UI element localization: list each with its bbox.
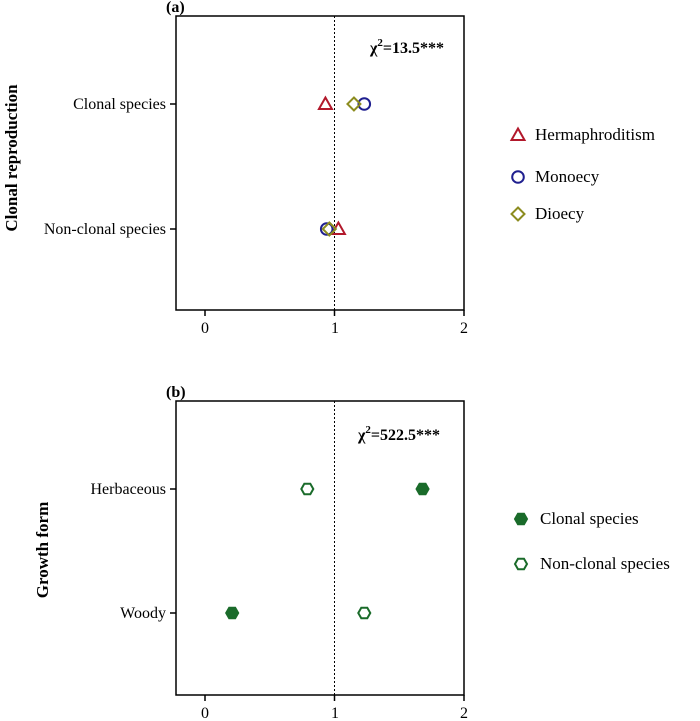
legend-label-hermaphroditism: Hermaphroditism <box>535 125 655 144</box>
panel-a-x-tick-label-1: 1 <box>331 320 339 337</box>
panel-b-category-label-herbaceous: Herbaceous <box>90 481 166 498</box>
panel-b-x-tick-label-1: 1 <box>331 705 339 721</box>
panel-b-label: (b) <box>166 384 186 401</box>
panel-b-chi-square-annotation: χ2=522.5*** <box>357 424 440 444</box>
panel-a-legend: Hermaphroditism Monoecy Dioecy <box>535 125 655 223</box>
panel-a-category-label-non-clonal: Non-clonal species <box>44 221 166 238</box>
legend-marker-dioecy <box>510 206 526 222</box>
panel-b-plot-frame <box>175 400 465 696</box>
panel-a-point-monoecy-non-clonal-species <box>319 222 334 236</box>
panel-a-point-dioecy-clonal-species <box>346 96 362 112</box>
panel-b-category-label-woody: Woody <box>120 605 166 622</box>
legend-label-non-clonal-species: Non-clonal species <box>540 554 670 573</box>
panel-a-label: (a) <box>166 0 185 16</box>
legend-label-clonal-species: Clonal species <box>540 509 639 528</box>
panel-b-point-non-clonal-species-herbaceous <box>300 482 315 496</box>
panel-a-x-tick-label-0: 0 <box>201 320 209 337</box>
legend-marker-clonal-species <box>513 512 529 526</box>
panel-b-x-tick-label-0: 0 <box>201 705 209 721</box>
legend-marker-hermaphroditism <box>509 126 527 141</box>
panel-b-y-axis-title: Growth form <box>33 502 52 598</box>
panel-a-x-tick-label-2: 2 <box>460 320 468 337</box>
panel-a-y-axis-title: Clonal reproduction <box>2 84 21 232</box>
legend-marker-monoecy <box>511 170 525 184</box>
panel-b-x-tick-label-2: 2 <box>460 705 468 721</box>
panel-a-category-label-clonal: Clonal species <box>73 96 166 113</box>
panel-a-plot-frame <box>175 15 465 311</box>
panel-a-chi-square-annotation: χ2=13.5*** <box>369 37 444 57</box>
panel-b-point-clonal-species-herbaceous <box>415 482 430 496</box>
panel-b-legend: Clonal species Non-clonal species <box>540 509 670 573</box>
panel-a-point-monoecy-clonal-species <box>357 97 372 111</box>
panel-b: (b) Growth form Herbaceous Woody 0 1 2 χ… <box>33 384 670 721</box>
legend-label-monoecy: Monoecy <box>535 167 600 186</box>
panel-b-point-non-clonal-species-woody <box>357 606 372 620</box>
panel-a: (a) Clonal reproduction Clonal species N… <box>2 0 655 337</box>
panel-b-point-clonal-species-woody <box>225 606 240 620</box>
legend-marker-non-clonal-species <box>513 557 529 571</box>
legend-label-dioecy: Dioecy <box>535 204 585 223</box>
panel-a-point-dioecy-non-clonal-species <box>321 221 338 237</box>
panel-a-point-hermaphroditism-clonal-species <box>317 95 334 110</box>
